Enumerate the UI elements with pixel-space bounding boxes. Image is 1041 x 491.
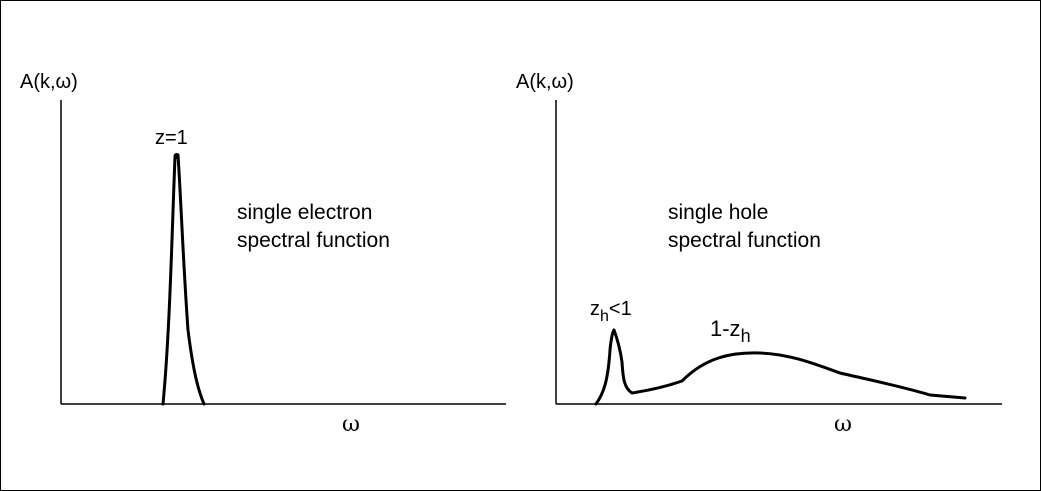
left-x-axis-label: ω [342, 412, 360, 437]
left-description-line2: spectral function [237, 229, 390, 252]
right-description-line1: single hole [668, 201, 769, 224]
left-peak-label: z=1 [155, 127, 188, 149]
right-spectral-curve [594, 328, 967, 406]
right-peak-label-tail: <1 [608, 298, 632, 320]
right-description-line2: spectral function [668, 229, 821, 252]
right-broad-label-sub: h [740, 326, 751, 346]
left-y-axis-label: A(k,ω) [20, 71, 78, 93]
left-sharp-peak [161, 153, 206, 406]
right-y-axis-label: A(k,ω) [516, 71, 574, 93]
right-broad-label: 1-zh [710, 316, 751, 346]
left-description-line1: single electron [237, 201, 373, 224]
right-peak-label: zh<1 [590, 298, 632, 325]
right-peak-label-sub: h [600, 308, 609, 325]
right-x-axis-label: ω [834, 412, 852, 437]
right-broad-label-main: 1-z [710, 316, 741, 341]
left-peak-dot [173, 153, 180, 159]
right-peak-label-main: z [590, 298, 600, 320]
